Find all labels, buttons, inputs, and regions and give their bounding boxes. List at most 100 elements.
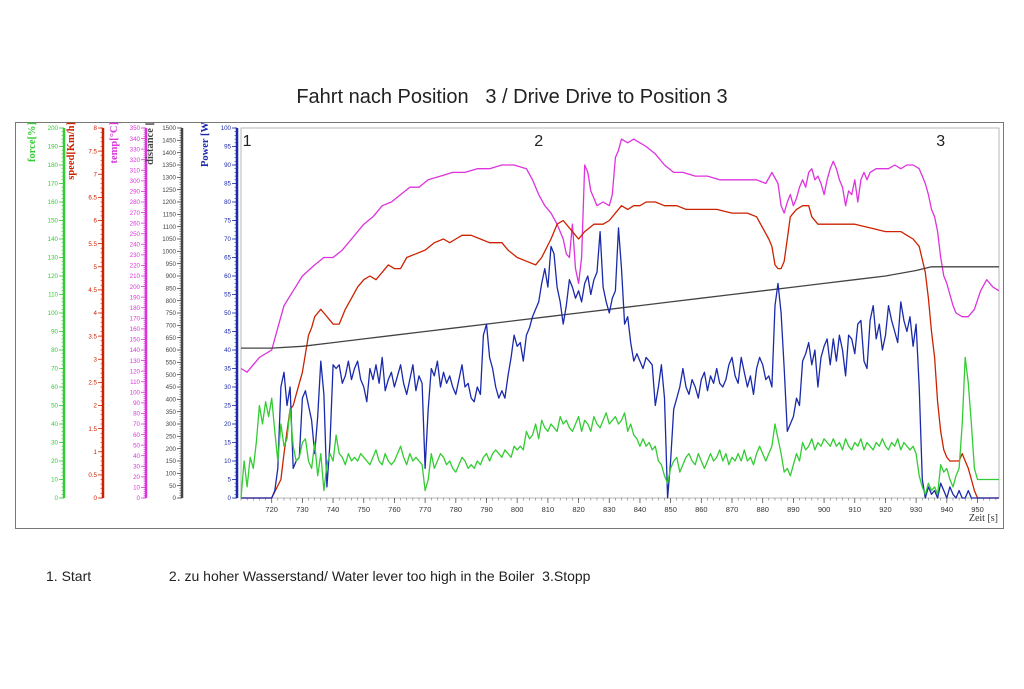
x-tick-label: 720: [265, 505, 278, 514]
y-tick-label: 60: [133, 432, 140, 439]
y-tick-label: 1200: [162, 199, 176, 206]
y-tick-label: 200: [166, 446, 177, 453]
x-tick-label: 750: [357, 505, 370, 514]
x-tick-label: 850: [664, 505, 677, 514]
y-tick-label: 150: [48, 218, 59, 225]
y-tick-label: 130: [48, 255, 59, 262]
y-tick-label: 190: [48, 144, 59, 151]
y-tick-label: 120: [48, 273, 59, 280]
x-tick-label: 810: [542, 505, 555, 514]
y-tick-label: 3.5: [88, 333, 97, 340]
series-line-3: [241, 227, 999, 499]
x-tick-label: 890: [787, 505, 800, 514]
y-tick-label: 850: [166, 286, 177, 293]
y-tick-label: 1.5: [88, 426, 97, 433]
y-tick-label: 15: [224, 440, 231, 447]
x-tick-label: 740: [327, 505, 340, 514]
y-tick-label: 90: [133, 400, 140, 407]
y-tick-label: 65: [224, 255, 231, 262]
y-tick-label: 4.5: [88, 287, 97, 294]
y-tick-label: 1100: [163, 224, 177, 231]
y-tick-label: 5.5: [88, 241, 97, 248]
y-tick-label: 1: [94, 449, 98, 456]
x-tick-label: 880: [756, 505, 769, 514]
y-tick-label: 1500: [162, 125, 176, 132]
y-tick-label: 900: [166, 273, 177, 280]
y-tick-label: 300: [130, 178, 141, 185]
y-tick-label: 100: [221, 125, 232, 132]
y-axis-distance: 0 50 100 150 200 250 300 350 400 450 500 550 600 650 7…: [145, 122, 184, 502]
y-tick-label: 550: [166, 360, 177, 367]
x-tick-label: 790: [480, 505, 493, 514]
y-tick-label: 1300: [162, 175, 176, 182]
y-axis-power: 0 5 10 15 20 25 30 35 40 45 50 55 60 65 70 75 80 85 90 95 10…: [200, 122, 239, 502]
y-tick-label: 800: [166, 298, 177, 305]
x-tick-label: 760: [388, 505, 401, 514]
y-tick-label: 400: [166, 397, 177, 404]
series-line-0: [240, 138, 1000, 373]
y-axis-label-speed: speed[Km/h]: [66, 122, 77, 180]
y-tick-label: 700: [166, 323, 177, 330]
y-tick-label: 50: [224, 310, 231, 317]
y-tick-label: 230: [130, 252, 141, 259]
marker-label-3: 3: [936, 133, 945, 150]
y-tick-label: 0: [94, 495, 98, 502]
y-tick-label: 20: [133, 474, 140, 481]
y-tick-label: 30: [51, 440, 58, 447]
y-tick-label: 140: [48, 236, 59, 243]
y-tick-label: 60: [51, 384, 58, 391]
y-tick-label: 50: [133, 442, 140, 449]
y-tick-label: 170: [48, 181, 59, 188]
y-tick-label: 20: [51, 458, 58, 465]
y-tick-label: 80: [224, 199, 231, 206]
y-tick-label: 250: [130, 231, 141, 238]
x-tick-label: 840: [634, 505, 647, 514]
y-tick-label: 1450: [162, 138, 176, 145]
y-tick-label: 40: [133, 453, 140, 460]
y-tick-label: 40: [51, 421, 58, 428]
y-tick-label: 650: [166, 335, 177, 342]
y-tick-label: 50: [51, 403, 58, 410]
x-tick-label: 900: [818, 505, 831, 514]
x-tick-label: 800: [511, 505, 524, 514]
x-tick-label: 860: [695, 505, 708, 514]
y-tick-label: 75: [224, 218, 231, 225]
y-tick-label: 450: [166, 384, 177, 391]
y-tick-label: 180: [130, 305, 141, 312]
y-tick-label: 60: [224, 273, 231, 280]
x-axis-label: Zeit [s]: [969, 513, 998, 524]
y-tick-label: 0: [228, 495, 232, 502]
y-tick-label: 6.5: [88, 195, 97, 202]
y-tick-label: 95: [224, 144, 231, 151]
y-tick-label: 190: [130, 294, 141, 301]
y-tick-label: 100: [166, 471, 177, 478]
y-tick-label: 30: [133, 463, 140, 470]
y-tick-label: 55: [224, 292, 231, 299]
y-tick-label: 140: [130, 347, 141, 354]
y-tick-label: 30: [224, 384, 231, 391]
y-tick-label: 290: [130, 189, 141, 196]
y-tick-label: 40: [224, 347, 231, 354]
y-tick-label: 210: [130, 273, 141, 280]
y-axis-label-force: force[%]: [27, 122, 38, 162]
x-tick-label: 780: [450, 505, 463, 514]
y-tick-label: 240: [130, 241, 141, 248]
y-tick-label: 10: [51, 477, 58, 484]
chart-title: Fahrt nach Position 3 / Drive Drive to P…: [296, 86, 728, 108]
y-tick-label: 250: [166, 434, 177, 441]
y-tick-label: 20: [224, 421, 231, 428]
y-tick-label: 160: [48, 199, 59, 206]
y-axis-temp: 0 10 20 30 40 50 60 70 80 90 100 110 120 130 140 150 160…: [109, 122, 148, 502]
y-tick-label: 110: [48, 292, 58, 299]
x-tick-label: 920: [879, 505, 892, 514]
x-tick-label: 940: [941, 505, 954, 514]
marker-label-1: 1: [243, 133, 252, 150]
y-tick-label: 260: [130, 220, 141, 227]
y-tick-label: 150: [166, 458, 177, 465]
y-tick-label: 5: [228, 477, 232, 484]
y-tick-label: 100: [48, 310, 59, 317]
x-tick-label: 930: [910, 505, 923, 514]
y-tick-label: 6: [94, 218, 98, 225]
y-tick-label: 100: [130, 389, 141, 396]
